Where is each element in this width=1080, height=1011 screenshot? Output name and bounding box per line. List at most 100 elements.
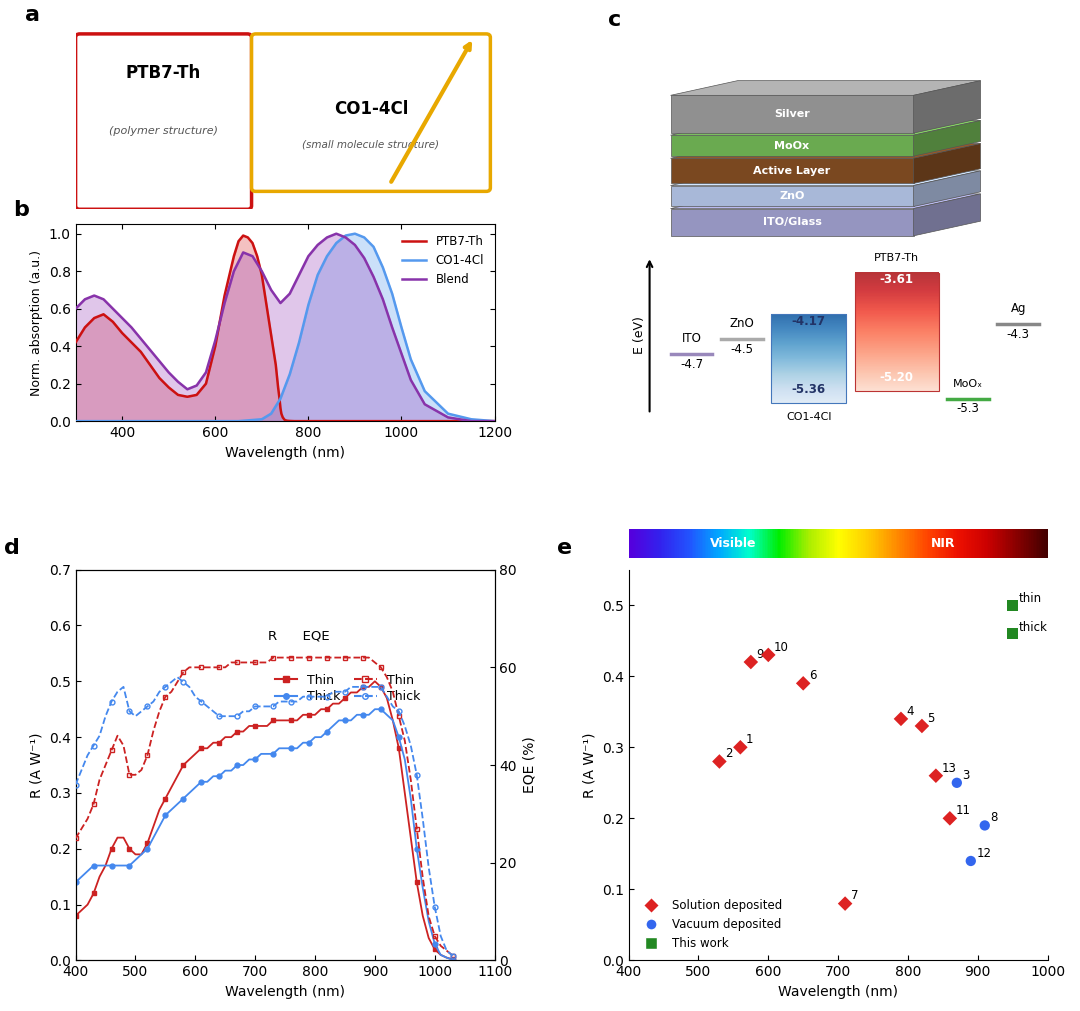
Point [742,654,759,670]
Point [928,767,945,784]
PTB7-Th [172,389,185,401]
CO1-4Cl [69,416,82,428]
CO1-4Cl [386,287,399,299]
Blend [180,383,193,395]
Blend [418,398,431,410]
Blend [97,293,110,305]
PTB7-Th [418,416,431,428]
Text: (small molecule structure): (small molecule structure) [302,140,440,150]
PTB7-Th [464,416,477,428]
Text: PTB7-Th: PTB7-Th [874,253,919,263]
Line: Blend: Blend [76,234,495,422]
Polygon shape [671,120,981,135]
Blend [162,366,175,378]
Text: -4.7: -4.7 [680,358,703,371]
Text: Silver: Silver [774,109,810,119]
Text: 8: 8 [990,811,998,824]
Polygon shape [671,81,981,95]
Blend [153,355,166,367]
Blend [442,411,455,424]
Blend [218,297,231,309]
Point [711,753,728,769]
CO1-4Cl [265,407,278,420]
Text: MoOx: MoOx [774,141,810,151]
PTB7-Th [274,402,287,415]
Polygon shape [914,144,981,183]
PTB7-Th [69,337,82,349]
Blend [208,335,221,347]
Text: thick: thick [1018,621,1048,634]
Blend [404,374,417,386]
PTB7-Th [200,377,213,389]
Bar [771,314,847,403]
Blend [357,252,370,264]
CO1-4Cl [349,227,362,240]
CO1-4Cl [208,416,221,428]
CO1-4Cl [376,262,389,274]
Polygon shape [914,81,981,133]
X-axis label: Wavelength (nm): Wavelength (nm) [225,985,346,999]
Point [1004,598,1022,614]
Text: 13: 13 [942,761,956,774]
CO1-4Cl [255,413,268,426]
Polygon shape [671,185,914,206]
Text: -3.61: -3.61 [880,273,914,286]
PTB7-Th [288,416,301,428]
Text: -5.20: -5.20 [880,371,914,384]
CO1-4Cl [464,413,477,426]
Blend [488,416,501,428]
PTB7-Th [232,236,245,248]
Text: 12: 12 [976,847,991,859]
Point [941,810,958,826]
PTB7-Th [488,416,501,428]
Point [976,817,994,833]
Text: -4.3: -4.3 [1007,328,1029,341]
Line: CO1-4Cl: CO1-4Cl [76,234,495,422]
Blend [134,333,147,345]
PTB7-Th [281,415,294,427]
Text: 4: 4 [906,705,914,718]
PTB7-Th [116,327,129,339]
Text: ZnO: ZnO [780,191,805,201]
PTB7-Th [278,413,291,426]
Text: 10: 10 [774,641,788,654]
Point [962,853,980,869]
Text: b: b [13,200,29,220]
PTB7-Th [106,315,119,328]
Text: (polymer structure): (polymer structure) [109,125,218,135]
PTB7-Th [87,312,100,325]
CO1-4Cl [367,241,380,253]
PTB7-Th [237,229,249,242]
PTB7-Th [269,359,282,371]
FancyBboxPatch shape [76,34,252,209]
Blend [190,379,203,391]
Text: e: e [557,538,572,558]
Blend [106,302,119,314]
CO1-4Cl [162,416,175,428]
Blend [246,250,259,262]
Text: -5.36: -5.36 [792,383,826,396]
PTB7-Th [125,337,138,349]
Blend [125,321,138,334]
Polygon shape [914,120,981,156]
PTB7-Th [241,232,254,244]
Blend [349,239,362,251]
CO1-4Cl [329,237,342,249]
X-axis label: Wavelength (nm): Wavelength (nm) [778,985,899,999]
PTB7-Th [372,416,384,428]
Blend [367,271,380,283]
PTB7-Th [279,415,292,427]
Text: ITO: ITO [681,332,701,345]
Blend [200,366,213,378]
PTB7-Th [325,416,338,428]
Y-axis label: Norm. absorption (a.u.): Norm. absorption (a.u.) [30,250,43,395]
PTB7-Th [97,308,110,320]
Blend [79,293,92,305]
Blend [228,265,241,277]
PTB7-Th [144,359,157,371]
Blend [395,348,408,360]
Bar [855,273,939,391]
Text: ITO/Glass: ITO/Glass [762,217,822,227]
CO1-4Cl [404,353,417,365]
PTB7-Th [208,340,221,352]
